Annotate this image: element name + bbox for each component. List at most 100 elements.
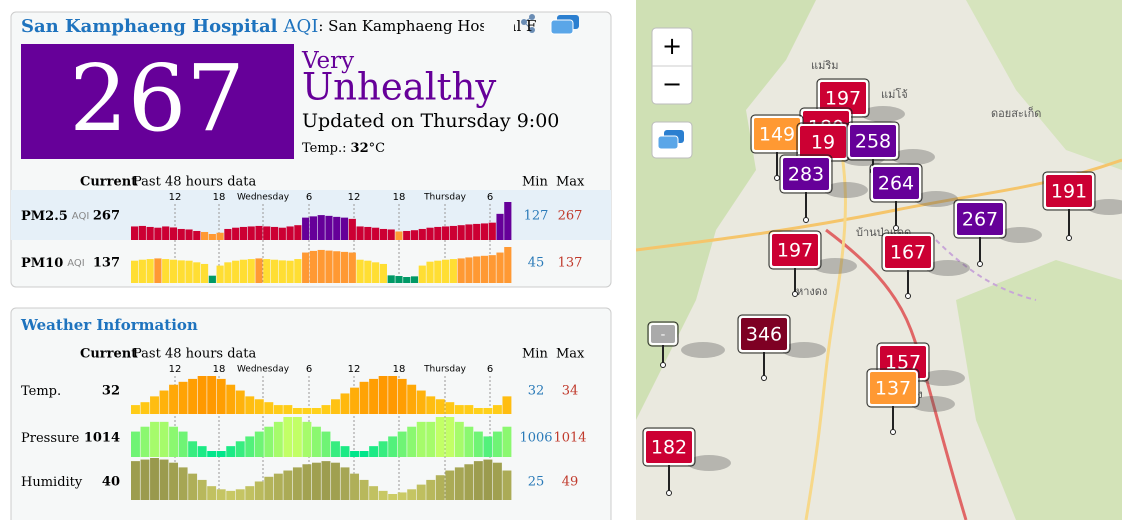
marker-pin bbox=[890, 429, 896, 435]
marker-shadow bbox=[824, 182, 868, 198]
history-bar bbox=[442, 226, 450, 240]
history-bar bbox=[188, 378, 198, 414]
station-marker[interactable]: 346 bbox=[737, 314, 826, 381]
row-min: 45 bbox=[528, 256, 545, 271]
map[interactable]: +−แม่ริมแม่โจ้ดอยสะเก็ดหางดงบ้านป่าแดดสั… bbox=[636, 0, 1122, 520]
station-marker[interactable]: 283 bbox=[779, 154, 868, 223]
history-bar bbox=[426, 396, 436, 414]
marker-box bbox=[781, 156, 831, 192]
history-bar bbox=[278, 227, 286, 240]
history-bar bbox=[226, 446, 236, 457]
station-marker[interactable]: 197 bbox=[768, 230, 857, 297]
marker-outline bbox=[1042, 171, 1096, 211]
history-bar bbox=[185, 229, 193, 240]
history-bar bbox=[216, 451, 226, 457]
row-label: PM2.5 AQI bbox=[21, 209, 89, 224]
min-header: Min bbox=[522, 175, 548, 190]
marker-pin bbox=[905, 293, 911, 299]
marker-label: 258 bbox=[855, 131, 891, 153]
marker-outline bbox=[846, 121, 900, 161]
history-bar bbox=[283, 470, 293, 500]
history-bar bbox=[321, 431, 331, 457]
row-max: 34 bbox=[562, 384, 579, 399]
past-header: Past 48 hours data bbox=[133, 347, 257, 362]
station-marker[interactable]: 264 bbox=[869, 163, 958, 231]
history-bar bbox=[270, 226, 279, 240]
history-bar bbox=[350, 473, 359, 500]
row-name: PM2.5 bbox=[21, 209, 68, 224]
history-bar bbox=[372, 262, 380, 283]
history-bar bbox=[473, 461, 483, 500]
marker-label: 197 bbox=[777, 240, 813, 262]
history-bar bbox=[331, 441, 340, 457]
history-bar bbox=[208, 275, 216, 283]
history-bar bbox=[410, 230, 419, 240]
history-bar bbox=[245, 396, 255, 414]
history-bar bbox=[254, 399, 264, 414]
history-bar bbox=[263, 259, 271, 283]
marker-shadow bbox=[861, 106, 905, 122]
history-bar bbox=[488, 222, 496, 240]
history-bar bbox=[302, 217, 310, 240]
history-bar bbox=[378, 490, 388, 500]
time-label: 18 bbox=[213, 364, 226, 375]
history-bar bbox=[397, 492, 407, 500]
station-marker[interactable]: 137 bbox=[866, 368, 955, 435]
history-bar bbox=[350, 387, 359, 414]
history-bar bbox=[340, 393, 350, 414]
station-marker[interactable]: - bbox=[647, 321, 725, 368]
history-bar bbox=[449, 259, 457, 283]
history-bar bbox=[449, 225, 457, 240]
history-bar bbox=[331, 399, 340, 414]
history-bar bbox=[131, 226, 139, 240]
history-bar bbox=[378, 441, 388, 457]
history-bar bbox=[159, 459, 169, 500]
marker-box bbox=[871, 165, 921, 201]
share-icon[interactable] bbox=[521, 14, 535, 33]
aqi-value: 267 bbox=[69, 45, 245, 152]
station-marker[interactable]: 182 bbox=[642, 427, 731, 496]
marker-label: 157 bbox=[885, 352, 921, 374]
info-panel: San Kamphaeng Hospital AQI: San Kamphaeng… bbox=[10, 11, 612, 520]
history-bar bbox=[232, 227, 240, 240]
history-bar bbox=[416, 421, 426, 457]
station-marker[interactable]: 167 bbox=[881, 232, 970, 299]
history-bar bbox=[283, 405, 293, 414]
marker-box bbox=[955, 201, 1005, 237]
history-bar bbox=[480, 223, 489, 240]
history-bar bbox=[177, 228, 185, 240]
history-bar bbox=[464, 426, 474, 457]
history-bar bbox=[379, 263, 387, 283]
marker-pin bbox=[761, 375, 767, 381]
station-marker[interactable]: 191 bbox=[1042, 171, 1122, 241]
history-bar bbox=[131, 431, 140, 457]
aqi-label: AQI bbox=[282, 16, 318, 37]
history-bar bbox=[154, 258, 162, 283]
station-marker[interactable]: 258 bbox=[846, 121, 935, 174]
history-bar bbox=[397, 431, 407, 457]
history-bar bbox=[496, 213, 504, 240]
zoom-out[interactable]: − bbox=[662, 70, 682, 98]
marker-label: 264 bbox=[878, 173, 914, 195]
history-bar bbox=[185, 260, 193, 283]
marker-shadow bbox=[891, 149, 935, 165]
row-max: 267 bbox=[558, 209, 583, 224]
marker-shadow bbox=[1087, 199, 1122, 215]
history-bar bbox=[356, 259, 364, 283]
history-bar bbox=[364, 260, 372, 283]
marker-outline bbox=[737, 314, 791, 354]
history-bar bbox=[150, 458, 159, 500]
zoom-in[interactable]: + bbox=[662, 32, 682, 60]
marker-outline bbox=[869, 163, 923, 203]
history-bar bbox=[216, 489, 226, 500]
history-bar bbox=[369, 378, 379, 414]
station-marker[interactable]: 267 bbox=[953, 199, 1042, 267]
widget-icon[interactable] bbox=[550, 15, 579, 35]
history-bar bbox=[278, 260, 286, 283]
marker-label: 137 bbox=[875, 378, 911, 400]
history-bar bbox=[311, 426, 321, 457]
history-bar bbox=[434, 226, 442, 240]
row-label: Pressure bbox=[21, 431, 80, 446]
marker-shadow bbox=[998, 227, 1042, 243]
place-label: หางดง bbox=[796, 285, 827, 298]
